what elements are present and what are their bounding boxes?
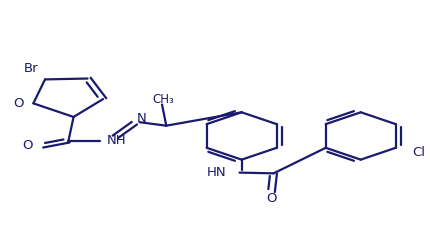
Text: O: O <box>22 139 33 152</box>
Text: O: O <box>13 97 24 110</box>
Text: Br: Br <box>23 62 38 75</box>
Text: HN: HN <box>207 166 227 179</box>
Text: O: O <box>266 192 276 205</box>
Text: Cl: Cl <box>412 146 426 159</box>
Text: NH: NH <box>107 134 126 147</box>
Text: N: N <box>136 112 146 125</box>
Text: CH₃: CH₃ <box>152 92 174 106</box>
